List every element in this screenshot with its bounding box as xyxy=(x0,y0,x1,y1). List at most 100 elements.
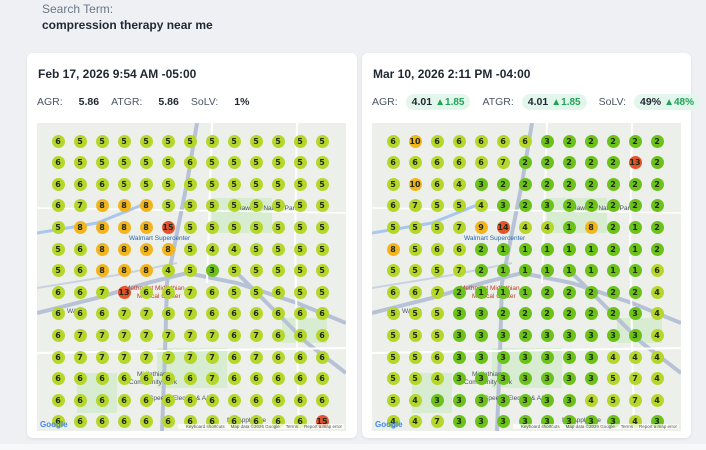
rank-pin[interactable]: 7 xyxy=(205,328,219,342)
rank-pin[interactable]: 7 xyxy=(628,372,642,386)
rank-pin[interactable]: 3 xyxy=(562,328,576,342)
rank-pin[interactable]: 6 xyxy=(293,393,307,407)
rank-pin[interactable]: 6 xyxy=(95,177,109,191)
rank-pin[interactable]: 1 xyxy=(562,220,576,234)
rank-pin[interactable]: 1 xyxy=(628,242,642,256)
rank-pin[interactable]: 5 xyxy=(386,393,400,407)
rank-pin[interactable]: 2 xyxy=(562,177,576,191)
rank-pin[interactable]: 5 xyxy=(293,156,307,170)
rank-pin[interactable]: 3 xyxy=(452,415,466,429)
rank-pin[interactable]: 6 xyxy=(386,156,400,170)
rank-pin[interactable]: 5 xyxy=(386,264,400,278)
rank-pin[interactable]: 7 xyxy=(117,307,131,321)
rank-pin[interactable]: 2 xyxy=(606,242,620,256)
rank-pin[interactable]: 3 xyxy=(584,372,598,386)
rank-pin[interactable]: 6 xyxy=(408,285,422,299)
rank-pin[interactable]: 5 xyxy=(293,220,307,234)
rank-pin[interactable]: 5 xyxy=(408,220,422,234)
rank-pin[interactable]: 2 xyxy=(584,177,598,191)
rank-pin[interactable]: 4 xyxy=(227,242,241,256)
rank-pin[interactable]: 2 xyxy=(562,156,576,170)
rank-pin[interactable]: 2 xyxy=(628,285,642,299)
rank-pin[interactable]: 5 xyxy=(51,264,65,278)
rank-pin[interactable]: 5 xyxy=(227,199,241,213)
rank-pin[interactable]: 5 xyxy=(227,134,241,148)
rank-pin[interactable]: 5 xyxy=(606,393,620,407)
rank-pin[interactable]: 7 xyxy=(161,350,175,364)
rank-pin[interactable]: 6 xyxy=(227,393,241,407)
rank-pin[interactable]: 7 xyxy=(183,285,197,299)
rank-grid-map[interactable]: Walmart Supercenter Methodist Midlothian M… xyxy=(372,123,681,431)
rank-pin[interactable]: 2 xyxy=(540,156,554,170)
rank-pin[interactable]: 7 xyxy=(73,199,87,213)
rank-pin[interactable]: 4 xyxy=(408,415,422,429)
rank-pin[interactable]: 5 xyxy=(315,242,329,256)
rank-pin[interactable]: 5 xyxy=(315,264,329,278)
rank-pin[interactable]: 8 xyxy=(95,220,109,234)
rank-pin[interactable]: 5 xyxy=(249,220,263,234)
rank-pin[interactable]: 5 xyxy=(249,177,263,191)
attribution-report[interactable]: Report a map error xyxy=(638,424,677,429)
rank-pin[interactable]: 6 xyxy=(271,285,285,299)
rank-pin[interactable]: 5 xyxy=(408,264,422,278)
rank-pin[interactable]: 6 xyxy=(249,372,263,386)
rank-pin[interactable]: 1 xyxy=(518,242,532,256)
rank-pin[interactable]: 5 xyxy=(271,134,285,148)
rank-pin[interactable]: 2 xyxy=(606,220,620,234)
attribution-terms[interactable]: Terms xyxy=(285,424,298,429)
rank-pin[interactable]: 2 xyxy=(606,134,620,148)
rank-pin[interactable]: 5 xyxy=(430,220,444,234)
rank-pin[interactable]: 8 xyxy=(117,264,131,278)
rank-pin[interactable]: 3 xyxy=(474,393,488,407)
rank-pin[interactable]: 6 xyxy=(73,372,87,386)
rank-pin[interactable]: 5 xyxy=(139,134,153,148)
rank-pin[interactable]: 5 xyxy=(606,372,620,386)
rank-pin[interactable]: 2 xyxy=(562,307,576,321)
rank-pin[interactable]: 2 xyxy=(540,307,554,321)
rank-pin[interactable]: 6 xyxy=(161,415,175,429)
rank-pin[interactable]: 5 xyxy=(139,156,153,170)
rank-pin[interactable]: 5 xyxy=(73,134,87,148)
rank-pin[interactable]: 2 xyxy=(540,285,554,299)
rank-pin[interactable]: 6 xyxy=(227,328,241,342)
rank-pin[interactable]: 3 xyxy=(474,307,488,321)
rank-pin[interactable]: 3 xyxy=(518,350,532,364)
rank-pin[interactable]: 5 xyxy=(386,177,400,191)
rank-pin[interactable]: 8 xyxy=(161,242,175,256)
rank-pin[interactable]: 2 xyxy=(650,177,664,191)
rank-pin[interactable]: 5 xyxy=(205,134,219,148)
rank-pin[interactable]: 3 xyxy=(430,393,444,407)
rank-pin[interactable]: 1 xyxy=(540,242,554,256)
rank-pin[interactable]: 4 xyxy=(650,285,664,299)
rank-pin[interactable]: 7 xyxy=(452,264,466,278)
rank-pin[interactable]: 1 xyxy=(518,264,532,278)
rank-pin[interactable]: 10 xyxy=(408,134,422,148)
rank-pin[interactable]: 6 xyxy=(496,134,510,148)
rank-pin[interactable]: 6 xyxy=(51,285,65,299)
rank-pin[interactable]: 6 xyxy=(51,350,65,364)
rank-pin[interactable]: 5 xyxy=(315,199,329,213)
rank-pin[interactable]: 3 xyxy=(496,372,510,386)
rank-pin[interactable]: 4 xyxy=(430,372,444,386)
rank-pin[interactable]: 5 xyxy=(293,134,307,148)
rank-pin[interactable]: 6 xyxy=(161,307,175,321)
rank-pin[interactable]: 5 xyxy=(315,177,329,191)
rank-pin[interactable]: 1 xyxy=(562,264,576,278)
rank-pin[interactable]: 5 xyxy=(408,350,422,364)
rank-pin[interactable]: 7 xyxy=(628,393,642,407)
rank-pin[interactable]: 6 xyxy=(315,372,329,386)
rank-pin[interactable]: 2 xyxy=(584,156,598,170)
rank-pin[interactable]: 5 xyxy=(183,134,197,148)
rank-pin[interactable]: 7 xyxy=(452,220,466,234)
rank-pin[interactable]: 5 xyxy=(95,134,109,148)
rank-pin[interactable]: 3 xyxy=(518,372,532,386)
rank-pin[interactable]: 5 xyxy=(430,199,444,213)
rank-pin[interactable]: 5 xyxy=(408,242,422,256)
rank-pin[interactable]: 4 xyxy=(650,350,664,364)
rank-pin[interactable]: 6 xyxy=(95,307,109,321)
rank-pin[interactable]: 3 xyxy=(496,350,510,364)
rank-pin[interactable]: 4 xyxy=(606,350,620,364)
rank-pin[interactable]: 5 xyxy=(386,328,400,342)
rank-pin[interactable]: 5 xyxy=(95,156,109,170)
rank-pin[interactable]: 5 xyxy=(315,220,329,234)
